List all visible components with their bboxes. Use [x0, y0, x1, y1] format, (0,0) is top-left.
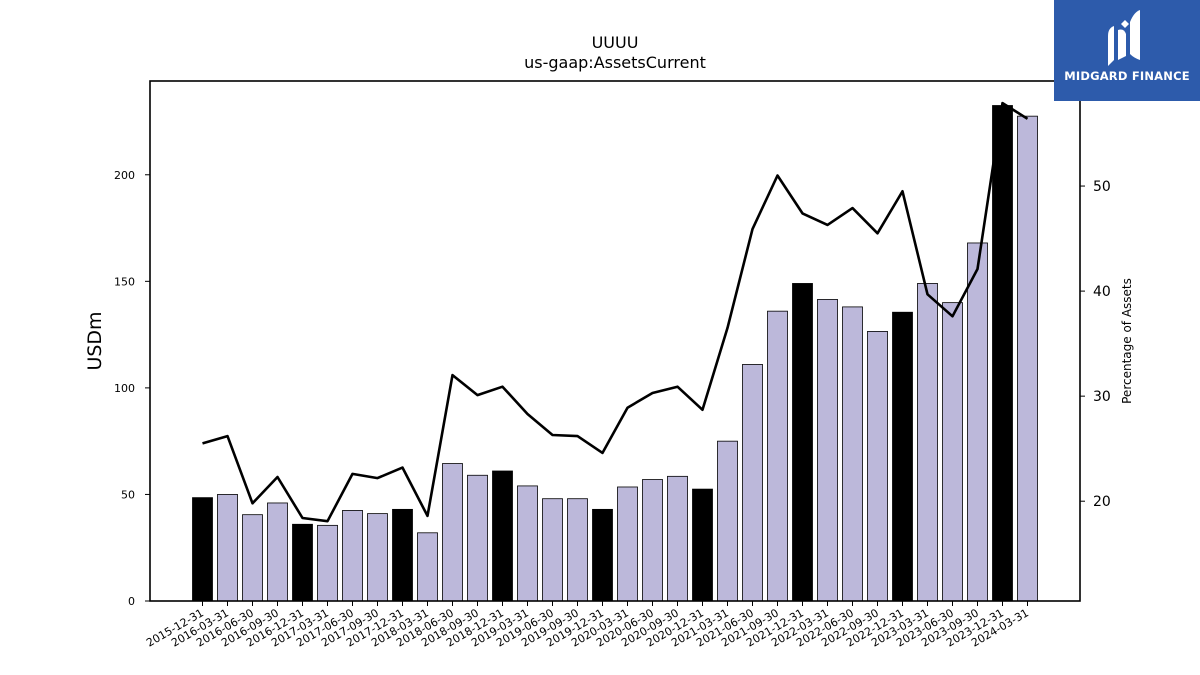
y-tick-label: 100 — [114, 382, 135, 395]
bar-2016-03-31 — [217, 494, 238, 602]
bar-2017-12-31 — [392, 508, 413, 602]
bar-2015-12-31 — [192, 497, 213, 602]
y2-tick-label: 40 — [1093, 284, 1111, 300]
bar-2023-09-30 — [967, 242, 988, 602]
bar-2024-03-31 — [1017, 115, 1038, 602]
bar-2020-06-30 — [642, 479, 663, 602]
bar-2019-09-30 — [567, 498, 588, 602]
bar-2023-03-31 — [917, 283, 938, 602]
y-tick-label: 200 — [114, 169, 135, 182]
logo-mark-icon — [1108, 10, 1140, 66]
bar-2017-03-31 — [317, 524, 338, 602]
bar-2018-09-30 — [467, 474, 488, 602]
bar-2022-12-31 — [892, 311, 913, 602]
bar-2016-12-31 — [292, 523, 313, 602]
y-axis-right: 20 30 40 50 — [1080, 179, 1111, 510]
y-tick-label: 50 — [121, 488, 135, 501]
bar-2021-12-31 — [792, 283, 813, 602]
logo-text: MIDGARD FINANCE — [1064, 69, 1190, 83]
plot-frame — [149, 80, 1081, 602]
bar-2023-06-30 — [942, 302, 963, 602]
y2-tick-label: 50 — [1093, 179, 1111, 195]
y2-tick-label: 30 — [1093, 389, 1111, 405]
bar-2021-03-31 — [717, 440, 738, 602]
chart-title: UUUU — [592, 33, 639, 52]
y-tick-label: 0 — [128, 595, 135, 608]
bar-2017-09-30 — [367, 513, 388, 602]
percentage-line — [202, 101, 1029, 523]
y-tick-label: 150 — [114, 275, 135, 288]
bar-2022-03-31 — [817, 299, 838, 602]
bar-series — [192, 105, 1038, 602]
y2-axis-label: Percentage of Assets — [1120, 278, 1134, 404]
bar-2018-06-30 — [442, 463, 463, 602]
bar-2020-12-31 — [692, 488, 713, 602]
bar-2021-06-30 — [742, 364, 763, 602]
y-axis-label: USDm — [84, 311, 106, 370]
bar-2018-03-31 — [417, 532, 438, 602]
bar-2019-06-30 — [542, 498, 563, 602]
bar-2016-09-30 — [267, 502, 288, 602]
bar-2022-06-30 — [842, 306, 863, 602]
bar-2016-06-30 — [242, 514, 263, 602]
bar-2021-09-30 — [767, 310, 788, 602]
bar-2019-12-31 — [592, 508, 613, 602]
bar-2020-03-31 — [617, 486, 638, 602]
midgard-finance-logo: MIDGARD FINANCE — [1054, 0, 1200, 101]
x-axis: 2015-12-312016-03-312016-06-302016-09-30… — [144, 601, 1031, 650]
bar-2022-09-30 — [867, 331, 888, 602]
bar-2019-03-31 — [517, 485, 538, 602]
bar-2020-09-30 — [667, 475, 688, 602]
bar-2018-12-31 — [492, 470, 513, 602]
y-axis-left: 0 50 100 150 200 — [114, 169, 150, 608]
bar-2023-12-31 — [992, 105, 1013, 602]
chart-subtitle: us-gaap:AssetsCurrent — [524, 53, 706, 72]
bar-2017-06-30 — [342, 510, 363, 602]
y2-tick-label: 20 — [1093, 494, 1111, 510]
line-series — [202, 101, 1029, 523]
